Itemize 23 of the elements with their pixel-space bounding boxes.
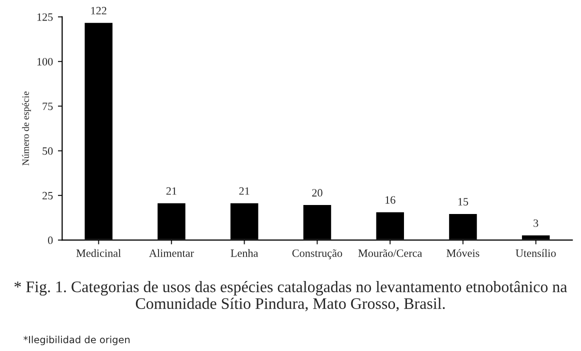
x-tick-label: Utensílio — [516, 249, 556, 257]
y-tick-label: 0 — [48, 236, 53, 244]
data-label: 16 — [386, 196, 396, 204]
data-label: 15 — [458, 198, 468, 206]
y-tick-label: 25 — [42, 192, 53, 200]
y-axis-title: Número de espécie — [22, 92, 31, 166]
y-tick-label: 125 — [37, 13, 53, 21]
y-tick-label: 75 — [42, 102, 53, 110]
y-tick-label: 100 — [37, 58, 53, 66]
x-tick-label: Móveis — [446, 249, 480, 257]
x-tick-label: Medicinal — [76, 249, 121, 257]
x-tick-label: Lenha — [230, 249, 258, 257]
data-label: 20 — [312, 189, 322, 197]
text: *Ilegibilidad de origen — [24, 336, 130, 346]
y-tick-label: 50 — [42, 147, 53, 155]
data-label: 21 — [166, 187, 176, 195]
x-tick-label: Mourão/Cerca — [358, 249, 422, 257]
text: * Fig. 1. Categorias de usos das espécies catalogadas no levantamento etnobotânico na Comunidade Sítio Pindura, Mato Grosso, Brasil. — [14, 280, 568, 312]
data-label: 3 — [534, 219, 538, 227]
data-label: 21 — [239, 187, 250, 195]
data-label: 122 — [91, 6, 106, 14]
x-tick-label: Alimentar — [149, 249, 194, 257]
x-tick-label: Construção — [292, 249, 342, 260]
